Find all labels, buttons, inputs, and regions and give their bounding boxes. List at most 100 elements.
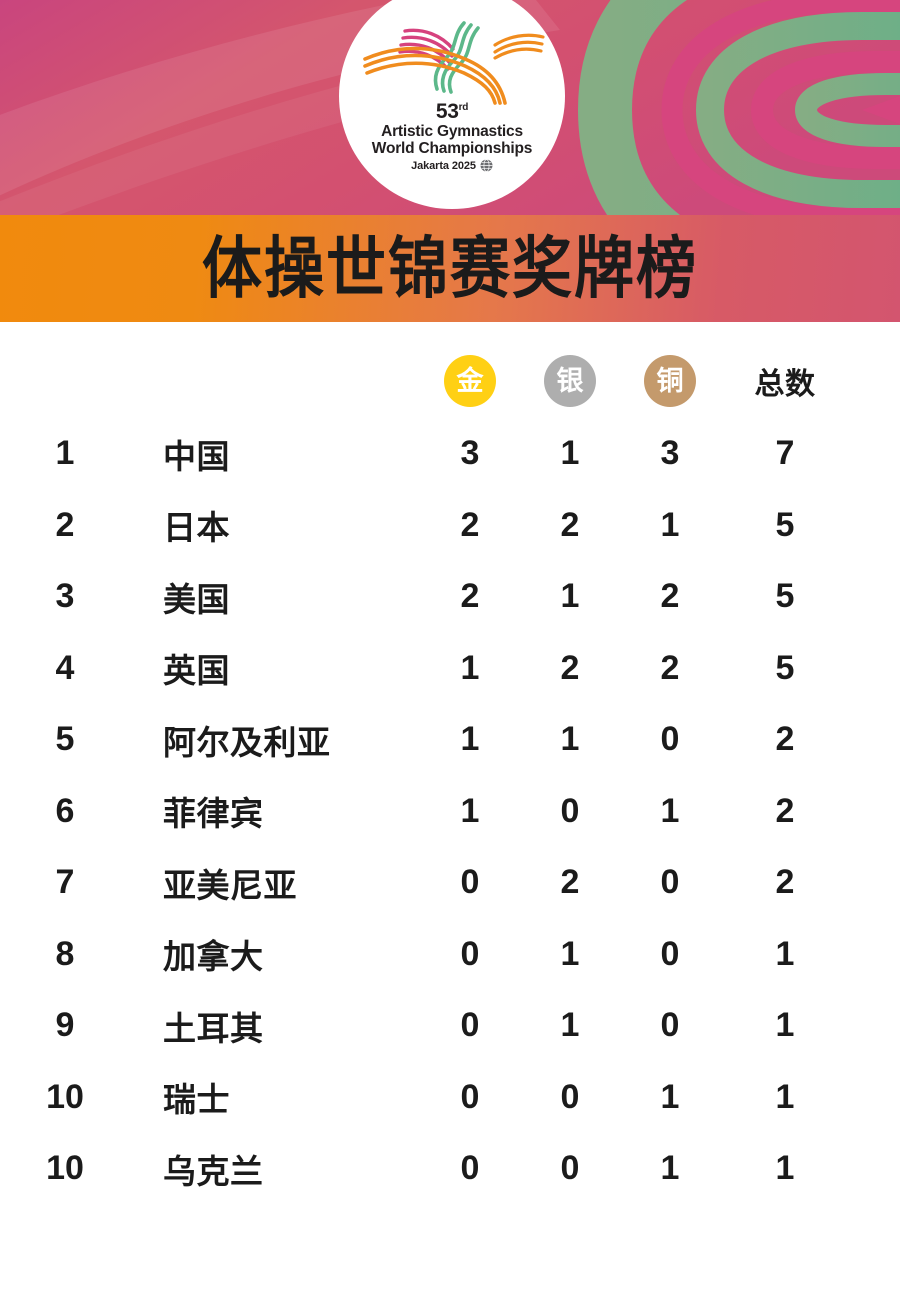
- header-silver: 银: [520, 355, 620, 407]
- table-row: 4 英国 1 2 2 5: [0, 633, 900, 705]
- row-country: 菲律宾: [163, 794, 264, 834]
- table-row: 8 加拿大 0 1 0 1: [0, 919, 900, 991]
- row-gold: 3: [460, 434, 480, 473]
- row-silver: 2: [560, 648, 580, 687]
- row-gold: 1: [460, 720, 480, 759]
- row-country: 加拿大: [163, 937, 264, 977]
- row-rank: 3: [55, 577, 75, 616]
- row-rank: 7: [55, 863, 75, 902]
- page-title: 体操世锦赛奖牌榜: [202, 229, 698, 308]
- logo-host-city-year: Jakarta 2025: [411, 159, 476, 172]
- row-total: 1: [775, 934, 795, 973]
- row-bronze: 0: [660, 720, 680, 759]
- row-country: 美国: [163, 579, 230, 619]
- row-gold: 1: [460, 648, 480, 687]
- row-gold: 0: [460, 1149, 480, 1188]
- row-silver: 0: [560, 1077, 580, 1116]
- row-gold: 0: [460, 863, 480, 902]
- row-gold: 0: [460, 1077, 480, 1116]
- title-banner: 体操世锦赛奖牌榜: [0, 215, 900, 322]
- row-total: 1: [775, 1077, 795, 1116]
- table-row: 10 乌克兰 0 0 1 1: [0, 1133, 900, 1205]
- table-row: 3 美国 2 1 2 5: [0, 561, 900, 633]
- table-row: 6 菲律宾 1 0 1 2: [0, 776, 900, 848]
- medal-standings-table: 金 银 铜 总数 1 中国 3 1 3 7 2 日本 2 2 1 5 3 美国 …: [0, 322, 900, 1205]
- row-rank: 4: [55, 648, 75, 687]
- row-total: 5: [775, 648, 795, 687]
- row-total: 1: [775, 1149, 795, 1188]
- row-gold: 0: [460, 1006, 480, 1045]
- header-total: 总数: [720, 359, 850, 403]
- logo-edition-number: 53: [435, 100, 459, 123]
- row-country: 亚美尼亚: [163, 865, 297, 905]
- row-rank: 10: [46, 1077, 84, 1116]
- row-gold: 0: [460, 934, 480, 973]
- table-row: 10 瑞士 0 0 1 1: [0, 1062, 900, 1134]
- table-row: 5 阿尔及利亚 1 1 0 2: [0, 704, 900, 776]
- row-country: 土耳其: [163, 1008, 264, 1048]
- logo-line-1: Artistic Gymnastics: [381, 123, 523, 140]
- row-rank: 8: [55, 934, 75, 973]
- row-silver: 2: [560, 505, 580, 544]
- row-silver: 0: [560, 791, 580, 830]
- row-rank: 10: [46, 1149, 84, 1188]
- row-bronze: 1: [660, 505, 680, 544]
- logo-edition: 53rd: [436, 101, 468, 122]
- row-bronze: 1: [660, 1077, 680, 1116]
- row-total: 1: [775, 1006, 795, 1045]
- row-gold: 2: [460, 577, 480, 616]
- row-bronze: 1: [660, 791, 680, 830]
- row-bronze: 2: [660, 577, 680, 616]
- row-rank: 2: [55, 505, 75, 544]
- logo-line-3: Jakarta 2025: [339, 158, 565, 178]
- hero-banner: 53rd Artistic Gymnastics World Champions…: [0, 0, 900, 215]
- row-country: 日本: [163, 508, 230, 548]
- row-total: 2: [775, 720, 795, 759]
- row-country: 瑞士: [163, 1080, 230, 1120]
- row-country: 阿尔及利亚: [163, 722, 331, 762]
- row-total: 5: [775, 505, 795, 544]
- silver-medal-icon: 银: [544, 355, 596, 407]
- row-silver: 1: [560, 434, 580, 473]
- row-bronze: 1: [660, 1149, 680, 1188]
- row-total: 5: [775, 577, 795, 616]
- row-total: 7: [775, 434, 795, 473]
- table-header-row: 金 银 铜 总数: [0, 344, 900, 418]
- row-bronze: 0: [660, 934, 680, 973]
- logo-wordmark: 53rd Artistic Gymnastics World Champions…: [339, 101, 565, 177]
- table-row: 2 日本 2 2 1 5: [0, 490, 900, 562]
- row-silver: 1: [560, 1006, 580, 1045]
- row-silver: 0: [560, 1149, 580, 1188]
- row-silver: 1: [560, 934, 580, 973]
- row-silver: 1: [560, 720, 580, 759]
- row-bronze: 0: [660, 863, 680, 902]
- row-rank: 6: [55, 791, 75, 830]
- header-total-label: 总数: [754, 367, 816, 402]
- row-bronze: 2: [660, 648, 680, 687]
- row-total: 2: [775, 791, 795, 830]
- row-silver: 2: [560, 863, 580, 902]
- table-row: 1 中国 3 1 3 7: [0, 418, 900, 490]
- fig-globe-icon: [480, 158, 493, 178]
- row-country: 乌克兰: [163, 1151, 264, 1191]
- header-bronze: 铜: [620, 355, 720, 407]
- gymnastics-ribbon-icon: [363, 21, 545, 105]
- row-country: 中国: [163, 436, 230, 476]
- row-rank: 1: [55, 434, 75, 473]
- gold-medal-icon: 金: [444, 355, 496, 407]
- row-total: 2: [775, 863, 795, 902]
- row-gold: 1: [460, 791, 480, 830]
- table-row: 7 亚美尼亚 0 2 0 2: [0, 847, 900, 919]
- logo-line-2: World Championships: [371, 140, 533, 158]
- header-gold: 金: [420, 355, 520, 407]
- row-rank: 9: [55, 1006, 75, 1045]
- row-rank: 5: [55, 720, 75, 759]
- bronze-medal-icon: 铜: [644, 355, 696, 407]
- row-bronze: 0: [660, 1006, 680, 1045]
- row-bronze: 3: [660, 434, 680, 473]
- row-country: 英国: [163, 651, 230, 691]
- table-row: 9 土耳其 0 1 0 1: [0, 990, 900, 1062]
- logo-edition-suffix: rd: [458, 102, 469, 113]
- row-silver: 1: [560, 577, 580, 616]
- row-gold: 2: [460, 505, 480, 544]
